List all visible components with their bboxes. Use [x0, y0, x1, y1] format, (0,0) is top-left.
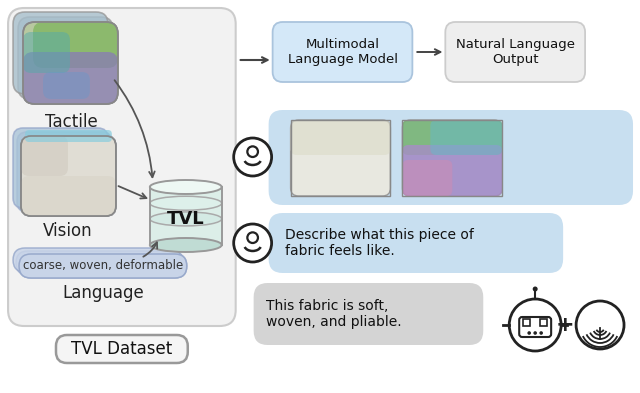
FancyBboxPatch shape [430, 120, 502, 155]
Circle shape [247, 232, 258, 243]
Text: Tactile: Tactile [45, 113, 97, 131]
Circle shape [532, 286, 538, 292]
FancyBboxPatch shape [445, 22, 585, 82]
Bar [523, 319, 530, 326]
Circle shape [509, 299, 561, 351]
Bar [291, 120, 390, 196]
FancyBboxPatch shape [403, 145, 502, 196]
FancyBboxPatch shape [56, 335, 188, 363]
FancyBboxPatch shape [291, 120, 390, 196]
Circle shape [540, 331, 543, 335]
Circle shape [247, 146, 258, 157]
Ellipse shape [150, 238, 221, 252]
FancyBboxPatch shape [253, 283, 483, 345]
Text: +: + [556, 315, 575, 335]
Text: coarse, woven, deformable: coarse, woven, deformable [23, 259, 183, 272]
FancyBboxPatch shape [13, 248, 180, 272]
FancyBboxPatch shape [16, 251, 184, 275]
FancyBboxPatch shape [19, 254, 187, 278]
FancyBboxPatch shape [291, 120, 390, 155]
FancyBboxPatch shape [23, 32, 70, 73]
Text: Language: Language [62, 284, 144, 302]
Ellipse shape [150, 196, 221, 210]
Text: Natural Language
Output: Natural Language Output [456, 38, 575, 66]
FancyBboxPatch shape [23, 52, 118, 104]
FancyBboxPatch shape [25, 130, 112, 142]
Text: TVL Dataset: TVL Dataset [71, 340, 173, 358]
Ellipse shape [150, 212, 221, 226]
FancyBboxPatch shape [21, 136, 68, 176]
FancyBboxPatch shape [403, 120, 502, 155]
FancyBboxPatch shape [23, 22, 118, 104]
Ellipse shape [150, 180, 221, 194]
Bar [540, 319, 547, 326]
FancyBboxPatch shape [21, 136, 116, 216]
FancyBboxPatch shape [269, 110, 633, 205]
Text: Describe what this piece of
fabric feels like.: Describe what this piece of fabric feels… [285, 228, 474, 258]
FancyBboxPatch shape [273, 22, 412, 82]
Text: This fabric is soft,
woven, and pliable.: This fabric is soft, woven, and pliable. [266, 299, 401, 329]
Bar [403, 120, 502, 196]
FancyBboxPatch shape [21, 136, 116, 216]
FancyBboxPatch shape [23, 22, 118, 104]
Circle shape [533, 331, 537, 335]
FancyBboxPatch shape [21, 176, 116, 216]
FancyBboxPatch shape [33, 22, 118, 68]
Text: Vision: Vision [43, 222, 93, 240]
FancyBboxPatch shape [403, 120, 502, 196]
FancyBboxPatch shape [13, 12, 108, 94]
Text: TVL: TVL [167, 210, 205, 228]
Text: Multimodal
Language Model: Multimodal Language Model [287, 38, 397, 66]
FancyBboxPatch shape [43, 72, 90, 99]
Circle shape [576, 301, 624, 349]
FancyBboxPatch shape [17, 132, 112, 212]
FancyBboxPatch shape [19, 254, 187, 278]
Bar [150, 187, 221, 245]
FancyBboxPatch shape [13, 128, 108, 208]
Circle shape [527, 331, 531, 335]
Circle shape [234, 138, 271, 176]
FancyBboxPatch shape [8, 8, 236, 326]
FancyBboxPatch shape [269, 213, 563, 273]
FancyBboxPatch shape [18, 17, 113, 99]
FancyBboxPatch shape [403, 160, 452, 196]
Circle shape [234, 224, 271, 262]
